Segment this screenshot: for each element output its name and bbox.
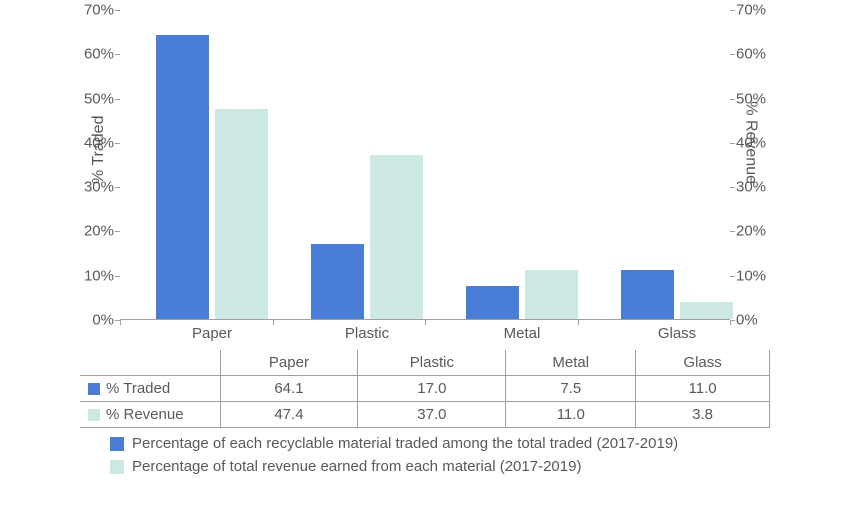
bar-traded-glass [621, 270, 674, 319]
y-tick-label: 60% [84, 46, 114, 63]
data-table: PaperPlasticMetalGlass % Traded 64.117.07.… [80, 350, 770, 428]
legend: Percentage of each recyclable material t… [110, 435, 678, 481]
legend-label: Percentage of total revenue earned from … [132, 458, 581, 475]
bar-revenue-metal [525, 270, 578, 319]
swatch-icon [110, 460, 124, 474]
swatch-icon [88, 409, 100, 421]
y-tick-label: 50% [84, 90, 114, 107]
table-row-header-label: % Revenue [106, 406, 184, 423]
plot-area [120, 10, 730, 320]
y-tick-mark [730, 276, 735, 277]
y-tick-mark [730, 54, 735, 55]
y-tick-mark [730, 187, 735, 188]
chart-container: % Traded % Revenue 0%10%20%30%40%50%60%7… [80, 10, 770, 350]
table-row-header: % Traded [80, 376, 220, 402]
y-tick-label: 40% [84, 134, 114, 151]
bar-traded-metal [466, 286, 519, 319]
x-tick-label: Paper [192, 325, 232, 342]
y-tick-label: 20% [84, 223, 114, 240]
y-tick-label: 70% [84, 2, 114, 19]
table-col-header: Metal [506, 350, 636, 376]
y-tick-label: 0% [736, 312, 758, 329]
y-axis-right: 0%10%20%30%40%50%60%70% [730, 10, 770, 320]
x-tick-mark [273, 320, 274, 325]
y-tick-label: 10% [84, 267, 114, 284]
table-col-header: Glass [636, 350, 770, 376]
bar-revenue-plastic [370, 155, 423, 319]
x-tick-mark [120, 320, 121, 325]
x-tick-mark [425, 320, 426, 325]
bar-revenue-paper [215, 109, 268, 319]
y-tick-label: 70% [736, 2, 766, 19]
bars-group [120, 10, 730, 319]
x-tick-mark [730, 320, 731, 325]
x-tick-label: Glass [658, 325, 696, 342]
y-tick-label: 10% [736, 267, 766, 284]
y-tick-label: 40% [736, 134, 766, 151]
table-row-header: % Revenue [80, 402, 220, 428]
y-tick-label: 30% [84, 179, 114, 196]
table-cell: 11.0 [506, 402, 636, 428]
y-tick-label: 60% [736, 46, 766, 63]
y-tick-label: 50% [736, 90, 766, 107]
swatch-icon [88, 383, 100, 395]
legend-item: Percentage of total revenue earned from … [110, 458, 678, 475]
table-cell: 17.0 [358, 376, 506, 402]
legend-item: Percentage of each recyclable material t… [110, 435, 678, 452]
table-row-header-label: % Traded [106, 380, 170, 397]
y-tick-label: 20% [736, 223, 766, 240]
bar-traded-paper [156, 35, 209, 319]
table-cell: 47.4 [220, 402, 358, 428]
table-cell: 3.8 [636, 402, 770, 428]
y-tick-label: 0% [92, 312, 114, 329]
y-axis-left: 0%10%20%30%40%50%60%70% [80, 10, 120, 320]
x-tick-label: Plastic [345, 325, 389, 342]
table-cell: 7.5 [506, 376, 636, 402]
swatch-icon [110, 437, 124, 451]
legend-label: Percentage of each recyclable material t… [132, 435, 678, 452]
table-cell: 11.0 [636, 376, 770, 402]
bar-traded-plastic [311, 244, 364, 319]
x-tick-label: Metal [504, 325, 541, 342]
y-tick-mark [730, 10, 735, 11]
table-col-header: Paper [220, 350, 358, 376]
table-cell: 37.0 [358, 402, 506, 428]
table-cell: 64.1 [220, 376, 358, 402]
y-tick-mark [730, 231, 735, 232]
y-tick-label: 30% [736, 179, 766, 196]
y-tick-mark [730, 99, 735, 100]
table-col-header: Plastic [358, 350, 506, 376]
x-tick-mark [578, 320, 579, 325]
bar-revenue-glass [680, 302, 733, 319]
y-tick-mark [730, 143, 735, 144]
